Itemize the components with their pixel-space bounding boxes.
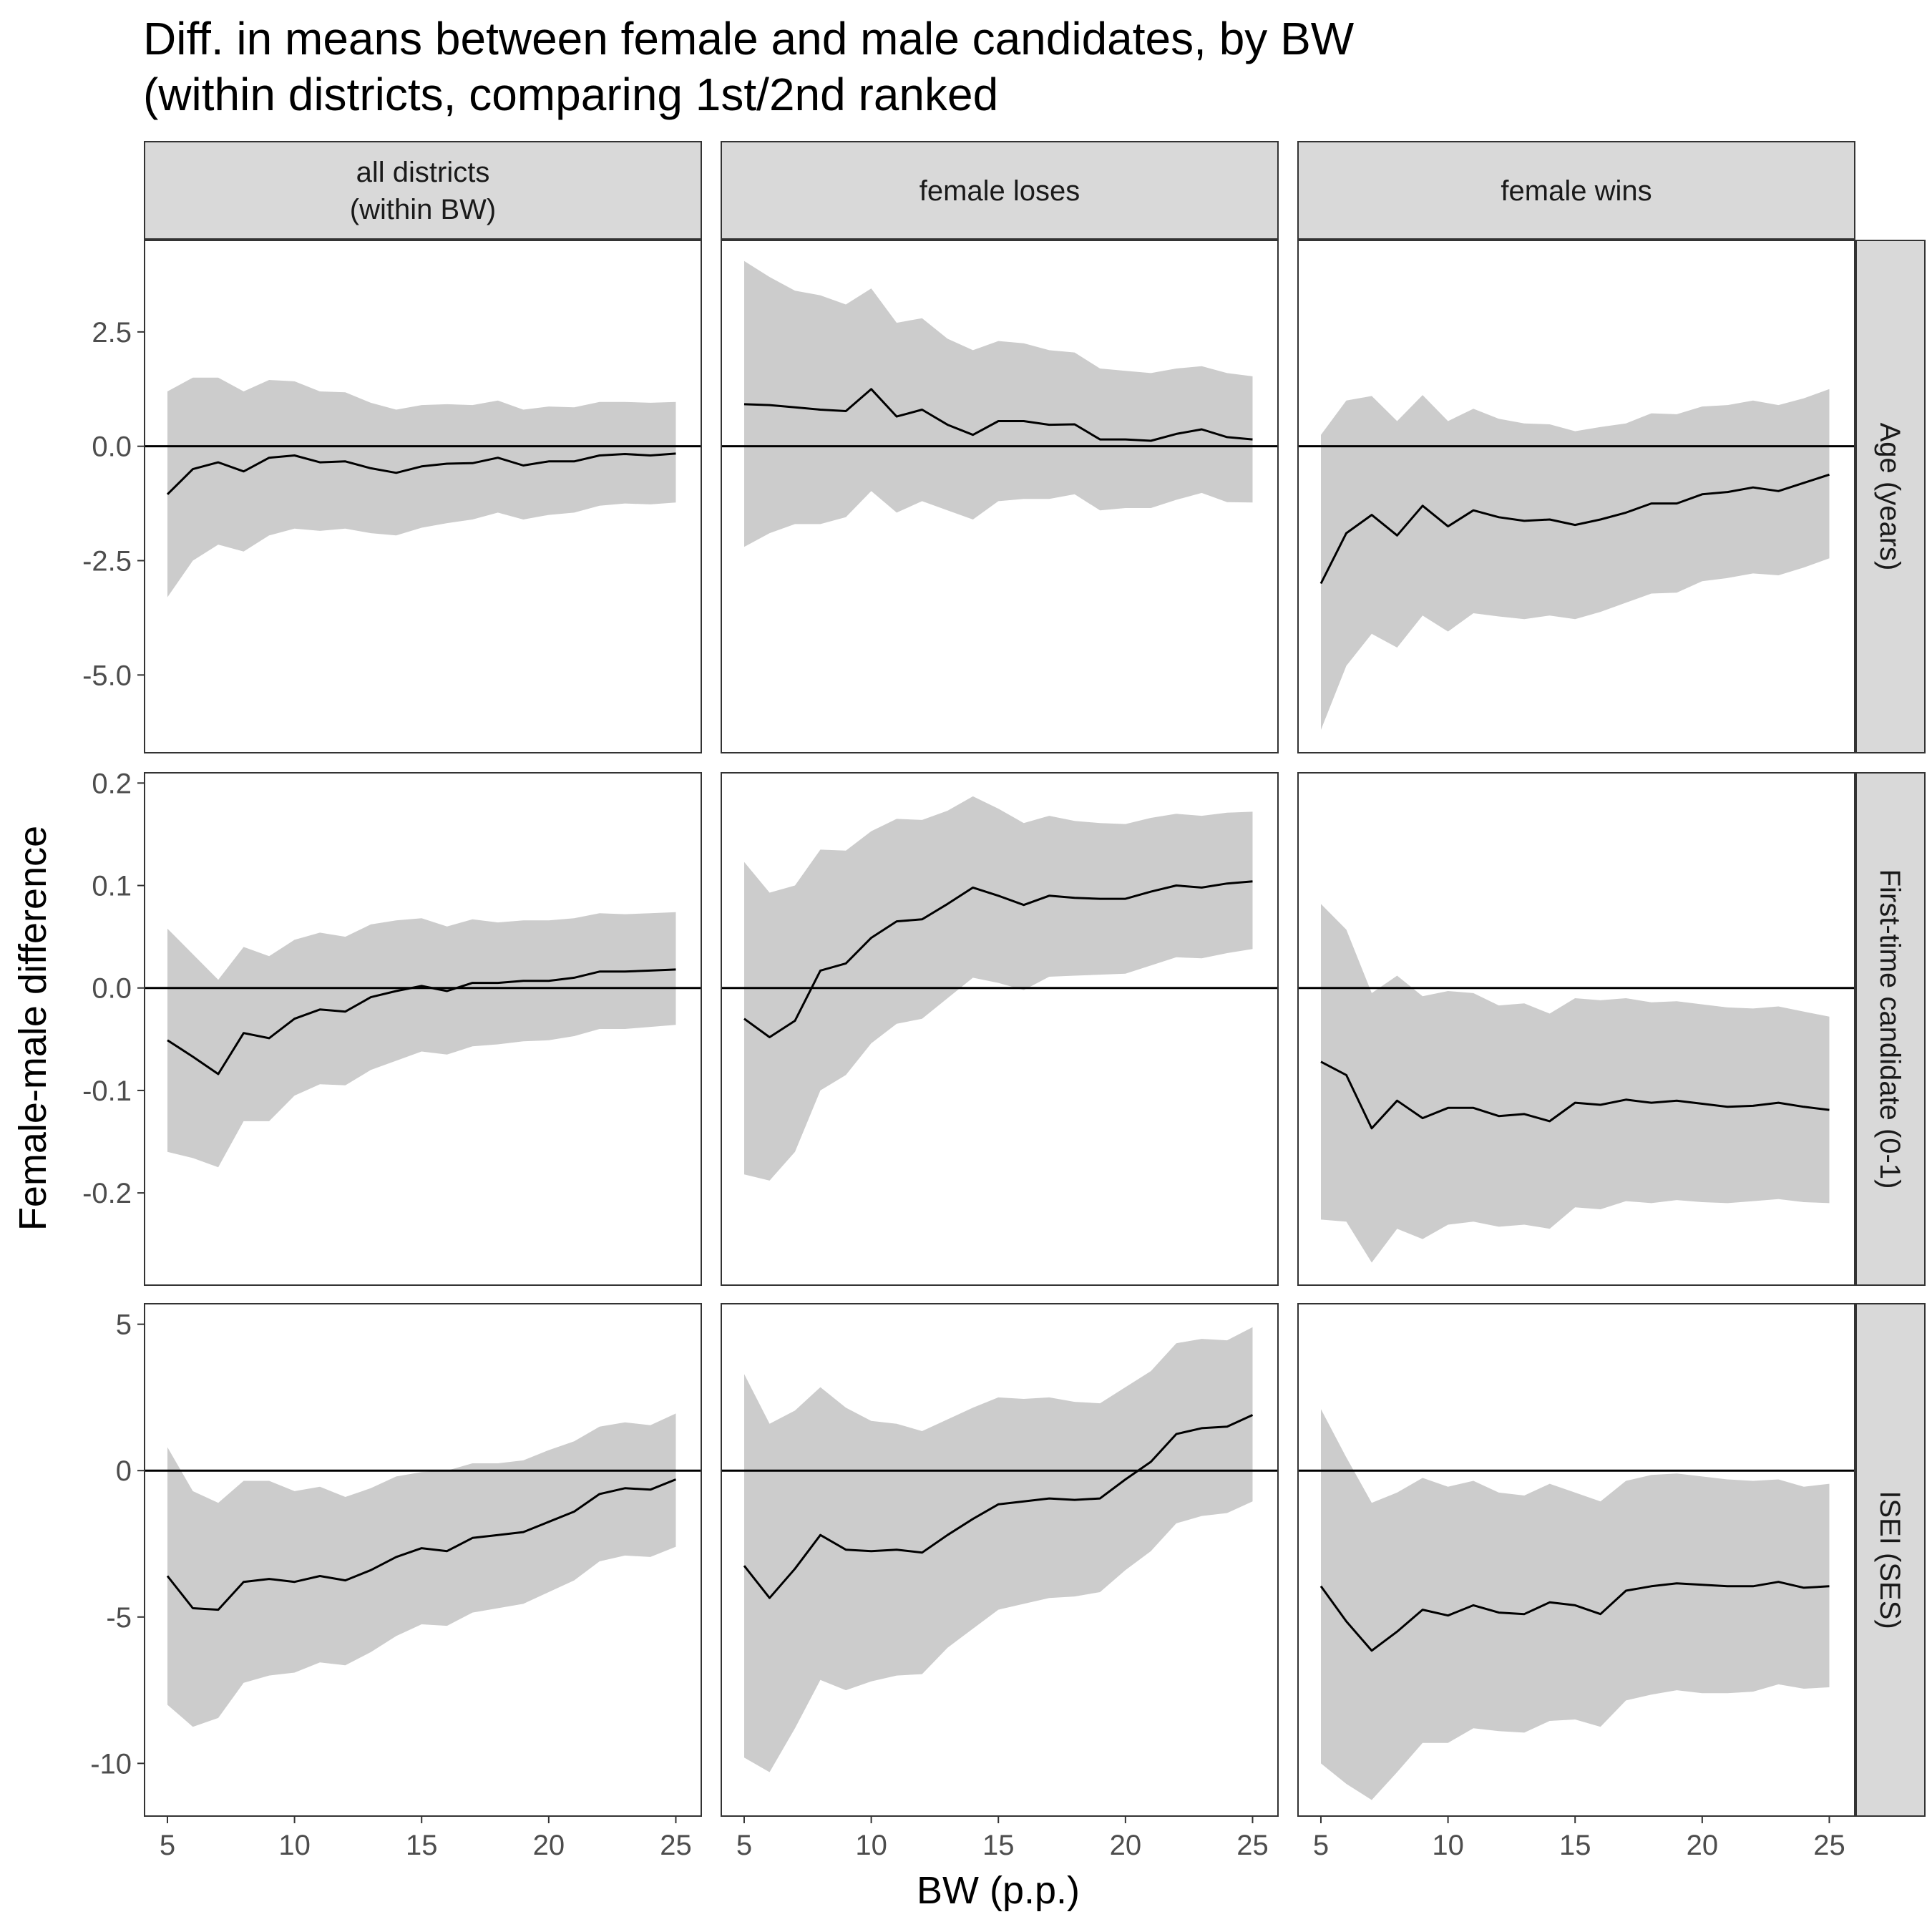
x-tick-label: 5 <box>1313 1830 1329 1861</box>
column-strips: all districts (within BW) female loses fema… <box>144 141 1855 240</box>
chart-title-line-2: (within districts, comparing 1st/2nd ran… <box>143 69 999 120</box>
estimate-line <box>1320 1060 1830 1130</box>
y-tick-label: 5 <box>116 1309 132 1341</box>
row-strip-label: First-time candidate (0-1) <box>1874 869 1906 1189</box>
estimate-line <box>1319 473 1830 585</box>
axes: 2.5 0.0 -2.5 -5.0 0.2 0.1 0.0 -0.1 -0.2 5 0 -5 -10 5 1… <box>82 317 1845 1861</box>
x-tick-label: 15 <box>1559 1830 1591 1861</box>
confidence-ribbon <box>1321 904 1830 1263</box>
row-strips: Age (years) First-time candidate (0-1) ISE… <box>1855 240 1926 1817</box>
estimate-line <box>1319 1581 1830 1652</box>
y-tick-label: 0 <box>116 1455 132 1487</box>
panel-border <box>721 1303 1279 1817</box>
y-tick-label: -2.5 <box>82 546 132 577</box>
x-tick-label: 20 <box>1687 1830 1719 1861</box>
column-strip <box>721 141 1279 240</box>
confidence-ribbon <box>744 796 1253 1181</box>
x-tick-label: 5 <box>160 1830 175 1861</box>
estimate-line <box>743 880 1253 1038</box>
estimate-line <box>743 388 1253 442</box>
x-tick-label: 15 <box>406 1830 438 1861</box>
panel-border <box>144 772 702 1286</box>
y-tick-label: -0.2 <box>82 1178 132 1209</box>
confidence-ribbon <box>167 377 676 597</box>
y-tick-label: -5 <box>106 1602 132 1634</box>
column-strip-label: (within BW) <box>350 194 496 225</box>
x-tick-label: 20 <box>1110 1830 1142 1861</box>
y-tick-label: -0.1 <box>82 1075 132 1107</box>
panel-border <box>721 240 1279 753</box>
estimate-line <box>743 1414 1254 1599</box>
x-tick-label: 10 <box>1432 1830 1464 1861</box>
row-strip-label: ISEI (SES) <box>1874 1491 1906 1629</box>
column-strip <box>1297 141 1855 240</box>
chart-title-line-1: Diff. in means between female and male c… <box>143 13 1355 64</box>
x-tick-label: 15 <box>982 1830 1015 1861</box>
y-tick-label: -5.0 <box>82 660 132 691</box>
y-tick-label: 0.0 <box>92 973 132 1005</box>
column-strip-label: female loses <box>919 175 1080 207</box>
panel-border <box>144 1303 702 1817</box>
estimate-line <box>167 968 676 1075</box>
y-tick-label: -10 <box>90 1748 132 1780</box>
x-tick-label: 5 <box>736 1830 752 1861</box>
panel-border <box>1297 772 1855 1286</box>
estimate-line <box>166 1478 677 1611</box>
panel-border <box>721 772 1279 1286</box>
panel-border <box>1297 1303 1855 1817</box>
row-strip-label: Age (years) <box>1874 423 1906 571</box>
confidence-ribbon <box>1321 389 1830 730</box>
panel-border <box>144 240 702 753</box>
y-axis-title: Female-male difference <box>11 826 54 1231</box>
column-strip-label: all districts <box>356 157 490 188</box>
x-axis-title: BW (p.p.) <box>917 1869 1080 1912</box>
x-tick-label: 25 <box>660 1830 692 1861</box>
confidence-ribbon <box>167 912 676 1168</box>
y-tick-label: 0.0 <box>92 431 132 463</box>
row-strip <box>1855 240 1926 753</box>
x-tick-label: 25 <box>1236 1830 1269 1861</box>
column-strip <box>144 141 702 240</box>
confidence-ribbon <box>744 1327 1253 1772</box>
x-tick-label: 10 <box>278 1830 311 1861</box>
estimate-line <box>166 452 676 495</box>
confidence-ribbon <box>167 1413 676 1727</box>
column-strip-label: female wins <box>1501 175 1652 207</box>
x-tick-label: 25 <box>1813 1830 1845 1861</box>
y-tick-label: 2.5 <box>92 317 132 348</box>
y-tick-label: 0.2 <box>92 768 132 799</box>
x-tick-label: 10 <box>855 1830 887 1861</box>
y-tick-label: 0.1 <box>92 871 132 902</box>
confidence-ribbon <box>744 260 1253 547</box>
row-strip <box>1855 1303 1926 1817</box>
x-tick-label: 20 <box>533 1830 565 1861</box>
panel-border <box>1297 240 1855 753</box>
row-strip <box>1855 772 1926 1286</box>
panels <box>144 240 1855 1817</box>
